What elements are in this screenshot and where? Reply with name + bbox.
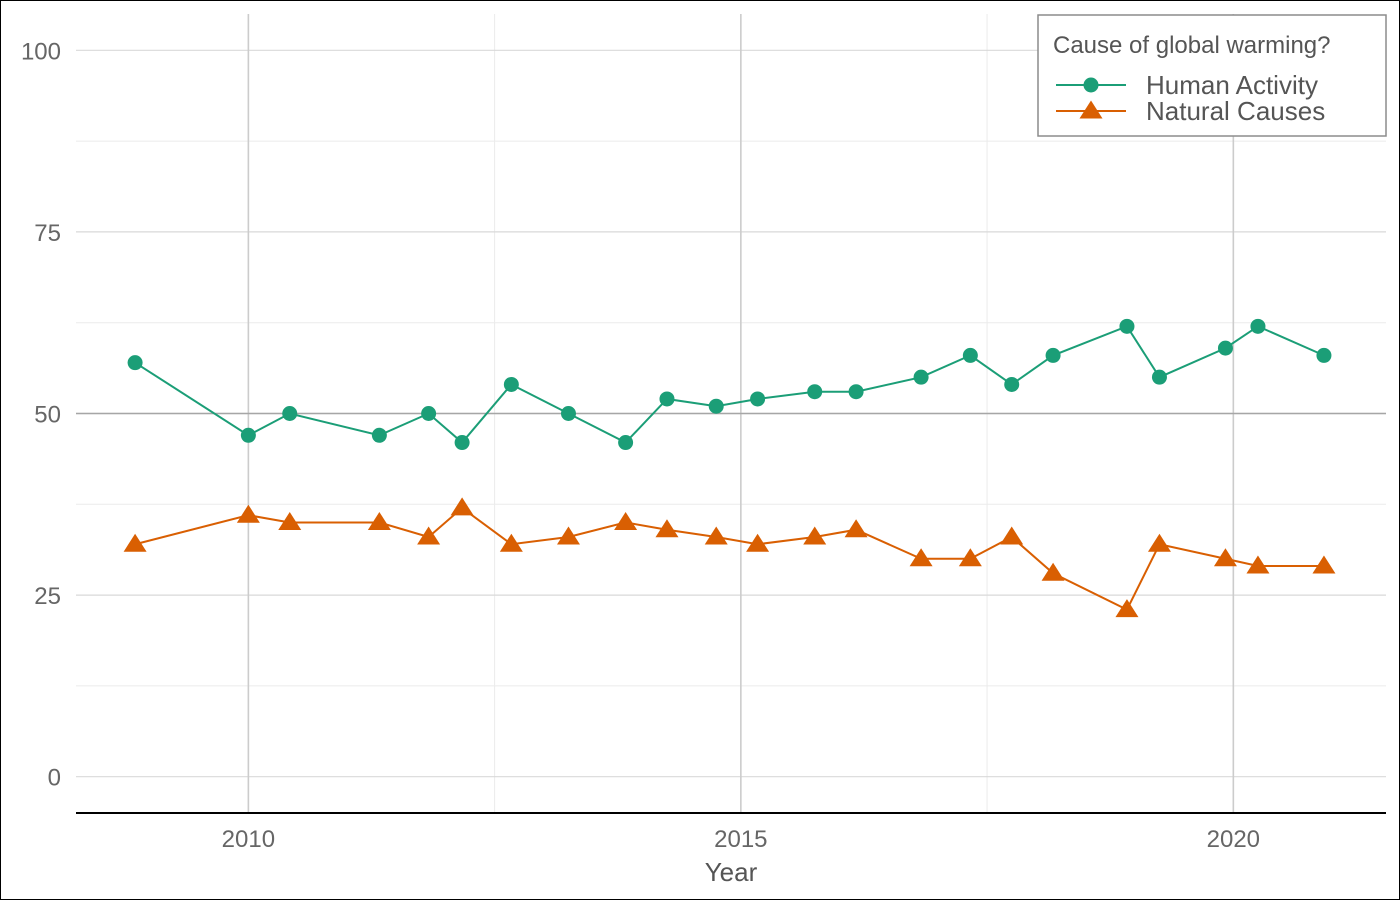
data-point	[614, 511, 638, 530]
data-point	[282, 406, 298, 421]
data-point	[1115, 599, 1139, 618]
data-point	[913, 369, 929, 385]
data-point	[417, 526, 441, 545]
data-point	[807, 384, 823, 400]
data-point	[909, 548, 933, 567]
data-point	[371, 427, 387, 443]
data-point	[123, 533, 147, 552]
series-line	[134, 506, 1324, 611]
y-tick-label: 75	[34, 220, 61, 247]
legend-label: Natural Causes	[1146, 96, 1325, 126]
data-point	[127, 355, 143, 371]
data-point	[655, 519, 679, 538]
data-point	[750, 391, 766, 407]
data-point	[236, 504, 260, 523]
data-point	[278, 511, 302, 530]
data-point	[1151, 369, 1167, 385]
data-point	[1000, 526, 1024, 545]
data-point	[450, 497, 474, 516]
y-tick-label: 50	[34, 402, 61, 429]
x-tick-label: 2015	[714, 826, 767, 853]
data-point	[659, 391, 675, 407]
series-human-activity	[127, 318, 1332, 451]
data-point	[503, 376, 519, 392]
data-point	[1316, 347, 1332, 363]
data-point	[454, 435, 470, 451]
x-tick-label: 2010	[222, 826, 275, 853]
data-point	[1250, 318, 1266, 334]
series-layer	[123, 318, 1336, 618]
legend-item: Natural Causes	[1056, 96, 1325, 126]
data-point	[704, 526, 728, 545]
circle-marker-icon	[1083, 77, 1099, 93]
data-point	[844, 519, 868, 538]
data-point	[556, 526, 580, 545]
x-axis-tick-labels: 2010 2015 2020	[222, 826, 1260, 853]
data-point	[1045, 347, 1061, 363]
data-point	[1246, 555, 1270, 574]
legend-label: Human Activity	[1146, 70, 1318, 100]
data-point	[1217, 340, 1233, 356]
y-axis-tick-labels: 0 25 50 75 100	[21, 38, 61, 791]
x-tick-label: 2020	[1207, 826, 1260, 853]
data-point	[1147, 533, 1171, 552]
data-point	[1119, 318, 1135, 334]
data-point	[618, 435, 634, 451]
data-point	[560, 406, 576, 421]
y-tick-label: 100	[21, 38, 61, 65]
x-axis-title: Year	[705, 857, 758, 887]
data-point	[499, 533, 523, 552]
legend-title: Cause of global warming?	[1053, 32, 1331, 59]
data-point	[746, 533, 770, 552]
data-point	[803, 526, 827, 545]
data-point	[240, 427, 256, 443]
data-point	[367, 511, 391, 530]
series-line	[134, 325, 1325, 444]
y-tick-label: 25	[34, 583, 61, 610]
data-point	[708, 398, 724, 414]
data-point	[1213, 548, 1237, 567]
data-point	[962, 347, 978, 363]
triangle-marker-icon	[1079, 100, 1103, 119]
data-point	[958, 548, 982, 567]
data-point	[1312, 555, 1336, 574]
data-point	[1004, 376, 1020, 392]
y-tick-label: 0	[48, 765, 61, 792]
data-point	[848, 384, 864, 400]
legend: Cause of global warming? Human ActivityN…	[1037, 14, 1387, 137]
data-point	[421, 406, 437, 421]
legend-item: Human Activity	[1056, 70, 1318, 100]
data-point	[1041, 562, 1065, 581]
series-natural-causes	[123, 497, 1336, 618]
